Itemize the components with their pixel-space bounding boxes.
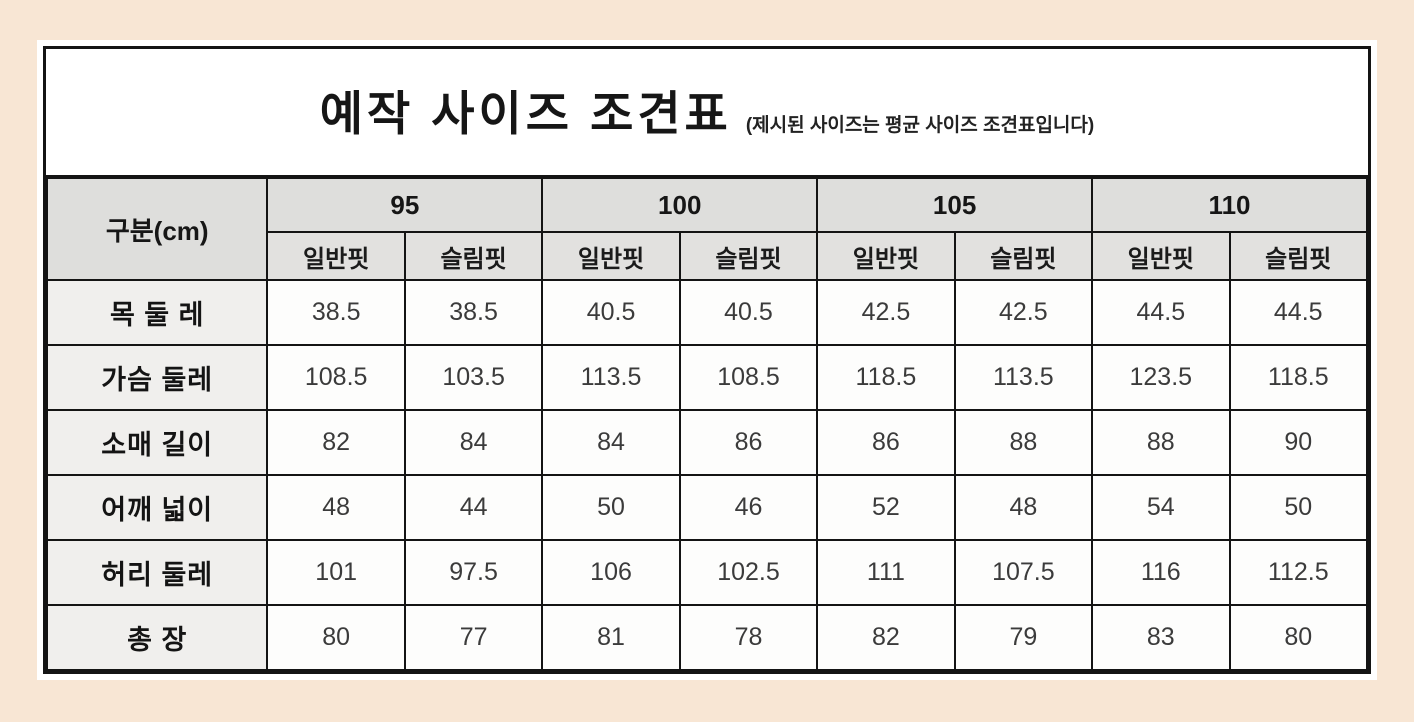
value-cell: 82 bbox=[266, 409, 406, 476]
row-label: 가슴 둘레 bbox=[45, 344, 269, 411]
value-cell: 44 bbox=[403, 474, 544, 541]
value-cell: 84 bbox=[403, 409, 544, 476]
value-cell: 102.5 bbox=[678, 539, 819, 606]
value-cell: 46 bbox=[678, 474, 819, 541]
size-table-body: 목 둘 레 38.5 38.5 40.5 40.5 42.5 42.5 44.5 44.5 가슴 … bbox=[45, 279, 1368, 671]
value-cell: 86 bbox=[678, 409, 819, 476]
row-label: 목 둘 레 bbox=[45, 279, 269, 346]
size-header: 100 bbox=[541, 177, 819, 233]
value-cell: 123.5 bbox=[1091, 344, 1231, 411]
value-cell: 42.5 bbox=[816, 279, 956, 346]
value-cell: 48 bbox=[953, 474, 1094, 541]
value-cell: 111 bbox=[816, 539, 956, 606]
fit-header: 일반핏 bbox=[816, 231, 956, 281]
measurement-row: 어깨 넓이 48 44 50 46 52 48 54 50 bbox=[45, 474, 1368, 541]
measurement-row: 허리 둘레 101 97.5 106 102.5 111 107.5 116 112.5 bbox=[45, 539, 1368, 606]
value-cell: 108.5 bbox=[678, 344, 819, 411]
fit-header: 일반핏 bbox=[541, 231, 681, 281]
row-label: 어깨 넓이 bbox=[45, 474, 269, 541]
fit-header-row: 일반핏 슬림핏 일반핏 슬림핏 일반핏 슬림핏 일반핏 슬림핏 bbox=[47, 231, 1368, 281]
value-cell: 81 bbox=[541, 604, 681, 671]
value-cell: 82 bbox=[816, 604, 956, 671]
value-cell: 50 bbox=[541, 474, 681, 541]
value-cell: 44.5 bbox=[1091, 279, 1231, 346]
value-cell: 80 bbox=[266, 604, 406, 671]
value-cell: 118.5 bbox=[816, 344, 956, 411]
fit-header: 슬림핏 bbox=[403, 231, 544, 281]
size-header: 105 bbox=[816, 177, 1094, 233]
fit-header: 슬림핏 bbox=[1228, 231, 1368, 281]
value-cell: 52 bbox=[816, 474, 956, 541]
value-cell: 112.5 bbox=[1228, 539, 1368, 606]
value-cell: 107.5 bbox=[953, 539, 1094, 606]
measurement-row: 목 둘 레 38.5 38.5 40.5 40.5 42.5 42.5 44.5 44.5 bbox=[45, 279, 1368, 346]
value-cell: 38.5 bbox=[403, 279, 544, 346]
measurement-row: 가슴 둘레 108.5 103.5 113.5 108.5 118.5 113.5 123.5… bbox=[45, 344, 1368, 411]
value-cell: 108.5 bbox=[266, 344, 406, 411]
value-cell: 48 bbox=[266, 474, 406, 541]
value-cell: 88 bbox=[1091, 409, 1231, 476]
value-cell: 79 bbox=[953, 604, 1094, 671]
value-cell: 106 bbox=[541, 539, 681, 606]
fit-header: 슬림핏 bbox=[953, 231, 1094, 281]
value-cell: 40.5 bbox=[678, 279, 819, 346]
fit-header: 슬림핏 bbox=[678, 231, 819, 281]
title-bar: 예작 사이즈 조견표 (제시된 사이즈는 평균 사이즈 조견표입니다) bbox=[46, 49, 1368, 177]
value-cell: 88 bbox=[953, 409, 1094, 476]
table-header: 구분(cm) 95 100 105 110 일반핏 슬림핏 일반핏 슬림핏 일반… bbox=[45, 177, 1368, 281]
value-cell: 101 bbox=[266, 539, 406, 606]
row-label: 허리 둘레 bbox=[45, 539, 269, 606]
size-chart-frame: 예작 사이즈 조견표 (제시된 사이즈는 평균 사이즈 조견표입니다) 구분(c… bbox=[43, 46, 1371, 674]
corner-header: 구분(cm) bbox=[45, 177, 269, 281]
value-cell: 44.5 bbox=[1228, 279, 1368, 346]
value-cell: 40.5 bbox=[541, 279, 681, 346]
size-header: 95 bbox=[266, 177, 544, 233]
value-cell: 50 bbox=[1228, 474, 1368, 541]
value-cell: 97.5 bbox=[403, 539, 544, 606]
value-cell: 77 bbox=[403, 604, 544, 671]
page-title: 예작 사이즈 조견표 bbox=[319, 86, 732, 140]
measurement-row: 총 장 80 77 81 78 82 79 83 80 bbox=[45, 604, 1368, 671]
value-cell: 116 bbox=[1091, 539, 1231, 606]
value-cell: 83 bbox=[1091, 604, 1231, 671]
value-cell: 86 bbox=[816, 409, 956, 476]
fit-header: 일반핏 bbox=[266, 231, 406, 281]
row-label: 총 장 bbox=[45, 604, 269, 671]
size-chart-table: 구분(cm) 95 100 105 110 일반핏 슬림핏 일반핏 슬림핏 일반… bbox=[45, 177, 1368, 671]
value-cell: 54 bbox=[1091, 474, 1231, 541]
size-header: 110 bbox=[1091, 177, 1368, 233]
value-cell: 118.5 bbox=[1228, 344, 1368, 411]
fit-header: 일반핏 bbox=[1091, 231, 1231, 281]
row-label: 소매 길이 bbox=[45, 409, 269, 476]
value-cell: 42.5 bbox=[953, 279, 1094, 346]
value-cell: 80 bbox=[1228, 604, 1368, 671]
size-chart-sheet: 예작 사이즈 조견표 (제시된 사이즈는 평균 사이즈 조견표입니다) 구분(c… bbox=[37, 40, 1377, 680]
value-cell: 103.5 bbox=[403, 344, 544, 411]
value-cell: 38.5 bbox=[266, 279, 406, 346]
page-subtitle: (제시된 사이즈는 평균 사이즈 조견표입니다) bbox=[745, 114, 1095, 136]
value-cell: 90 bbox=[1228, 409, 1368, 476]
value-cell: 78 bbox=[678, 604, 819, 671]
measurement-row: 소매 길이 82 84 84 86 86 88 88 90 bbox=[45, 409, 1368, 476]
value-cell: 84 bbox=[541, 409, 681, 476]
value-cell: 113.5 bbox=[541, 344, 681, 411]
size-header-row: 구분(cm) 95 100 105 110 bbox=[45, 177, 1368, 281]
value-cell: 113.5 bbox=[953, 344, 1094, 411]
